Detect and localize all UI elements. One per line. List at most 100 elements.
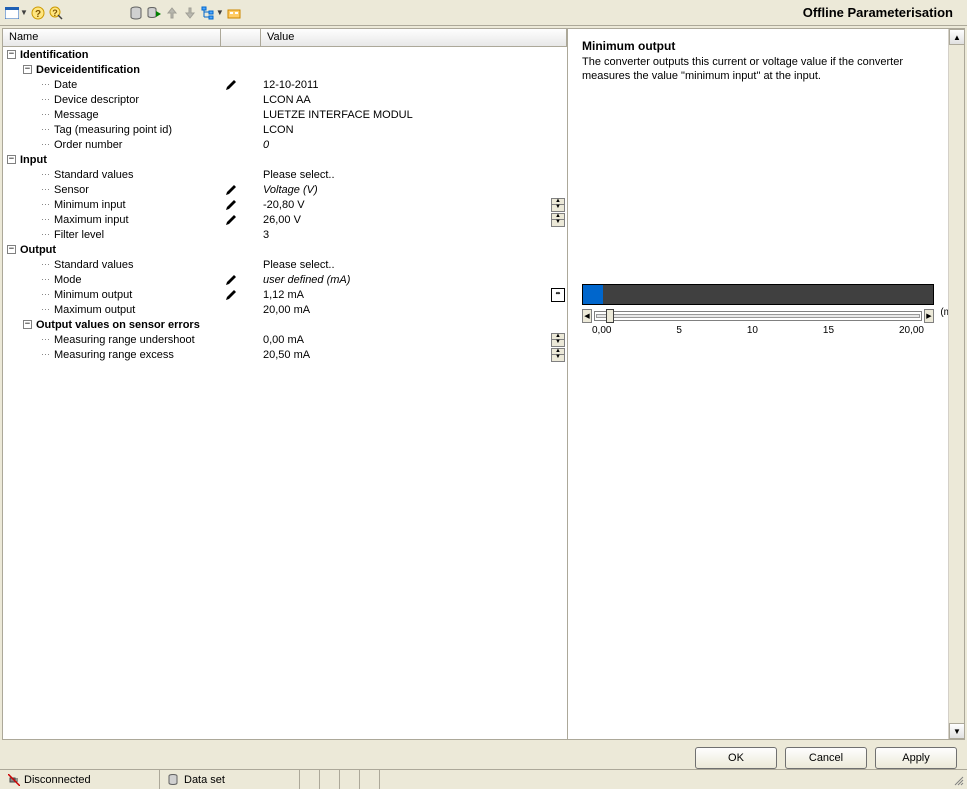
spin-buttons[interactable]: ▲▼ — [551, 213, 565, 227]
param-value: 20,00 mA — [261, 304, 567, 316]
tree-row[interactable]: ⋯Maximum input 26,00 V ▲▼ — [3, 212, 567, 227]
slider-thumb[interactable] — [606, 309, 614, 323]
tree-connector-icon: ⋯ — [41, 229, 50, 240]
param-label: Message — [52, 109, 99, 121]
upload-icon[interactable] — [164, 5, 180, 21]
param-label: Date — [52, 79, 77, 91]
param-label: Measuring range undershoot — [52, 334, 195, 346]
tree-row[interactable]: ⋯Tag (measuring point id) LCON — [3, 122, 567, 137]
tree-connector-icon: ⋯ — [41, 169, 50, 180]
tree-row[interactable]: ⋯Filter level 3 — [3, 227, 567, 242]
svg-text:?: ? — [35, 9, 41, 20]
tick-label: 20,00 — [899, 325, 924, 336]
col-name[interactable]: Name — [3, 29, 221, 46]
tree-connector-icon: ⋯ — [41, 274, 50, 285]
tree-row[interactable]: ⋯Device descriptor LCON AA — [3, 92, 567, 107]
apply-button[interactable]: Apply — [875, 747, 957, 769]
tree-row[interactable]: ⋯Sensor Voltage (V) — [3, 182, 567, 197]
db-play-icon[interactable] — [146, 5, 162, 21]
status-connection: Disconnected — [0, 770, 160, 789]
pencil-icon — [225, 289, 237, 301]
param-label: Mode — [52, 274, 82, 286]
col-value[interactable]: Value — [261, 29, 567, 46]
spin-buttons[interactable]: ▲▼ — [551, 198, 565, 212]
cancel-button[interactable]: Cancel — [785, 747, 867, 769]
tree-row[interactable]: ⋯Maximum output 20,00 mA — [3, 302, 567, 317]
pencil-icon — [225, 214, 237, 226]
db-icon[interactable] — [128, 5, 144, 21]
gauge-bar — [582, 284, 934, 305]
download-icon[interactable] — [182, 5, 198, 21]
tree-connector-icon: ⋯ — [41, 289, 50, 300]
expand-icon[interactable]: − — [7, 245, 16, 254]
help-find-icon[interactable]: ? — [48, 5, 64, 21]
slider-left-icon[interactable]: ◀ — [582, 309, 592, 323]
tree-group: −Identification — [3, 47, 567, 62]
param-label: Measuring range excess — [52, 349, 174, 361]
db-icon — [168, 774, 180, 786]
expand-icon[interactable]: − — [7, 50, 16, 59]
config-icon[interactable] — [226, 5, 242, 21]
tree-row-selected[interactable]: ⋯Minimum output 1,12 mA ⬌ — [3, 287, 567, 302]
tree-row[interactable]: ⋯Measuring range excess 20,50 mA ▲▼ — [3, 347, 567, 362]
tree-row[interactable]: ⋯Order number 0 — [3, 137, 567, 152]
tree-connector-icon: ⋯ — [41, 349, 50, 360]
tick-label: 10 — [747, 325, 758, 336]
param-value: 0,00 mA — [261, 334, 567, 346]
resize-grip-icon[interactable] — [953, 775, 965, 787]
dropdown-icon[interactable]: ▼ — [216, 8, 224, 17]
tree-row[interactable]: ⋯Minimum input -20,80 V ▲▼ — [3, 197, 567, 212]
slider[interactable]: ◀ ▶ (mA) — [582, 309, 934, 323]
param-value: -20,80 V — [261, 199, 567, 211]
tree-row[interactable]: ⋯Mode user defined (mA) — [3, 272, 567, 287]
tree-connector-icon: ⋯ — [41, 184, 50, 195]
tree-connector-icon: ⋯ — [41, 94, 50, 105]
slider-right-icon[interactable]: ▶ — [924, 309, 934, 323]
spin-buttons[interactable]: ▲▼ — [551, 333, 565, 347]
scroll-up-icon[interactable]: ▲ — [949, 29, 965, 45]
param-value: LCON AA — [261, 94, 567, 106]
tree-group: −Output values on sensor errors — [3, 317, 567, 332]
param-value: Please select.. — [261, 169, 567, 181]
gauge: ◀ ▶ (mA) 0,00 5 10 15 20,00 — [582, 284, 934, 336]
col-indicator[interactable] — [221, 29, 261, 46]
expand-icon[interactable]: − — [23, 65, 32, 74]
tree-icon[interactable] — [200, 5, 216, 21]
ok-button[interactable]: OK — [695, 747, 777, 769]
scroll-down-icon[interactable]: ▼ — [949, 723, 965, 739]
tree-row[interactable]: ⋯Standard values Please select.. — [3, 257, 567, 272]
spin-buttons[interactable]: ⬌ — [551, 288, 565, 302]
param-value: LCON — [261, 124, 567, 136]
tree-connector-icon: ⋯ — [41, 214, 50, 225]
param-value: Voltage (V) — [261, 184, 567, 196]
detail-panel: Minimum output The converter outputs thi… — [568, 29, 964, 739]
help-icon[interactable]: ? — [30, 5, 46, 21]
status-cell — [360, 770, 380, 789]
param-value: 3 — [261, 229, 567, 241]
scrollbar[interactable]: ▲ ▼ — [948, 29, 964, 739]
tree-row[interactable]: ⋯Standard values Please select.. — [3, 167, 567, 182]
param-value: user defined (mA) — [261, 274, 567, 286]
tree-row[interactable]: ⋯Measuring range undershoot 0,00 mA ▲▼ — [3, 332, 567, 347]
expand-icon[interactable]: − — [7, 155, 16, 164]
pencil-icon — [225, 199, 237, 211]
tree-row[interactable]: ⋯Date 12-10-2011 — [3, 77, 567, 92]
window-icon[interactable] — [4, 5, 20, 21]
dropdown-icon[interactable]: ▼ — [20, 8, 28, 17]
expand-icon[interactable]: − — [23, 320, 32, 329]
tree-row[interactable]: ⋯Message LUETZE INTERFACE MODUL — [3, 107, 567, 122]
param-label: Sensor — [52, 184, 89, 196]
param-value: Please select.. — [261, 259, 567, 271]
slider-unit: (mA) — [940, 307, 948, 318]
statusbar: Disconnected Data set — [0, 769, 967, 789]
tick-label: 5 — [676, 325, 682, 336]
tree-connector-icon: ⋯ — [41, 109, 50, 120]
status-text: Data set — [184, 774, 225, 786]
status-cell — [320, 770, 340, 789]
spin-buttons[interactable]: ▲▼ — [551, 348, 565, 362]
tick-label: 0,00 — [592, 325, 611, 336]
param-value: 12-10-2011 — [261, 79, 567, 91]
tree-header: Name Value — [3, 29, 567, 47]
group-label: Output — [18, 244, 56, 256]
tree-group: −Input — [3, 152, 567, 167]
